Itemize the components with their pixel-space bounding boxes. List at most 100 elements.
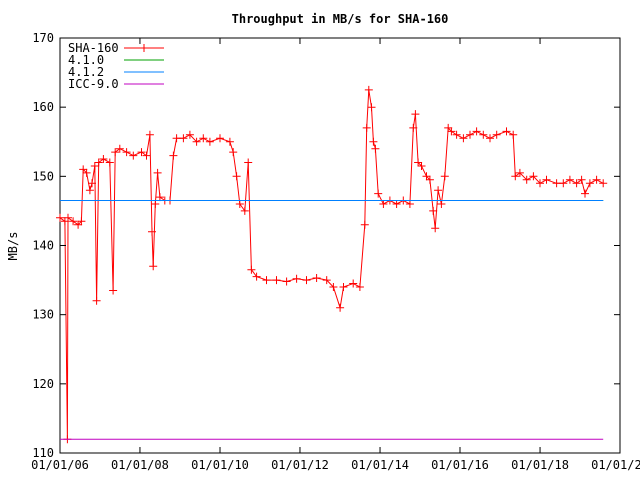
y-tick-label: 140 <box>32 239 54 253</box>
x-tick-label: 01/01/18 <box>511 458 569 472</box>
plot-border <box>59 37 621 454</box>
x-tick-label: 01/01/20 <box>591 458 640 472</box>
data-point <box>88 179 96 188</box>
data-point <box>82 168 91 177</box>
data-point <box>369 137 378 146</box>
data-point <box>151 200 160 208</box>
data-point <box>422 172 431 181</box>
data-point <box>522 175 531 184</box>
data-point <box>349 279 358 288</box>
data-point <box>216 134 224 143</box>
data-point <box>79 165 88 174</box>
data-point <box>336 303 345 312</box>
data-point <box>360 220 369 229</box>
data-point <box>122 148 131 157</box>
data-point <box>585 179 594 188</box>
data-point <box>379 200 388 208</box>
x-tick-label: 01/01/08 <box>111 458 169 472</box>
legend-label: ICC-9.0 <box>68 77 119 91</box>
data-point <box>440 172 449 181</box>
y-tick-label: 160 <box>32 100 54 114</box>
data-point <box>437 200 446 208</box>
data-point <box>515 168 524 177</box>
data-point <box>392 200 401 208</box>
y-tick-label: 150 <box>32 169 54 183</box>
data-point <box>92 296 101 305</box>
chart-title: Throughput in MB/s for SHA-160 <box>232 12 449 26</box>
data-point <box>599 179 608 188</box>
data-point <box>364 85 373 94</box>
data-point <box>149 262 158 271</box>
data-point <box>90 162 99 170</box>
data-point <box>509 130 518 139</box>
data-point <box>77 217 86 226</box>
data-point <box>312 274 321 282</box>
data-point <box>292 274 301 283</box>
data-point <box>205 137 214 146</box>
data-point <box>409 123 418 132</box>
data-point <box>153 168 162 177</box>
data-point <box>64 213 72 222</box>
data-point <box>155 193 164 202</box>
data-point <box>431 224 440 233</box>
data-point <box>542 175 551 184</box>
data-point <box>99 155 108 163</box>
legend-label: 4.1.0 <box>68 53 104 67</box>
data-point <box>417 162 426 170</box>
y-tick-label: 130 <box>32 308 54 322</box>
data-point <box>252 272 261 281</box>
y-tick-label: 120 <box>32 377 54 391</box>
y-tick-label: 110 <box>32 446 54 460</box>
y-axis: 110 120 130 140 150 160 170 <box>32 31 620 460</box>
data-point <box>367 103 376 112</box>
data-point <box>552 179 561 188</box>
data-point <box>371 144 380 153</box>
y-axis-label: MB/s <box>6 232 20 261</box>
data-point <box>111 148 120 157</box>
data-point <box>235 200 244 208</box>
data-point <box>247 265 256 274</box>
data-point <box>444 123 453 132</box>
data-point <box>559 179 568 188</box>
data-point <box>492 130 501 139</box>
data-point <box>447 127 456 136</box>
plot-area <box>56 37 621 454</box>
data-point <box>142 151 151 160</box>
data-point <box>452 130 461 139</box>
data-point <box>225 137 234 146</box>
data-point <box>502 127 511 136</box>
data-point <box>232 172 241 181</box>
data-point <box>85 186 94 195</box>
data-point <box>94 158 103 167</box>
data-point <box>105 158 114 167</box>
data-point <box>459 134 468 143</box>
data-point <box>192 137 201 146</box>
data-point <box>129 151 138 160</box>
data-point <box>592 175 601 184</box>
data-point <box>179 134 188 143</box>
x-tick-label: 01/01/14 <box>351 458 409 472</box>
data-point <box>302 276 311 285</box>
data-point <box>434 186 443 195</box>
data-point <box>172 134 181 143</box>
legend-label: 4.1.2 <box>68 65 104 79</box>
data-point <box>425 175 434 184</box>
x-tick-label: 01/01/16 <box>431 458 489 472</box>
data-point <box>362 123 371 132</box>
data-point <box>339 283 348 291</box>
data-point <box>511 172 520 181</box>
x-tick-label: 01/01/10 <box>191 458 249 472</box>
data-point <box>109 286 118 295</box>
legend-label: SHA-160 <box>68 41 119 55</box>
data-point <box>581 189 589 198</box>
data-point <box>282 277 291 286</box>
data-point <box>262 276 271 285</box>
data-point <box>137 148 146 157</box>
x-tick-label: 01/01/06 <box>31 458 89 472</box>
data-point <box>69 217 78 226</box>
data-point <box>329 283 338 291</box>
data-point <box>355 283 364 291</box>
data-point <box>577 175 586 184</box>
